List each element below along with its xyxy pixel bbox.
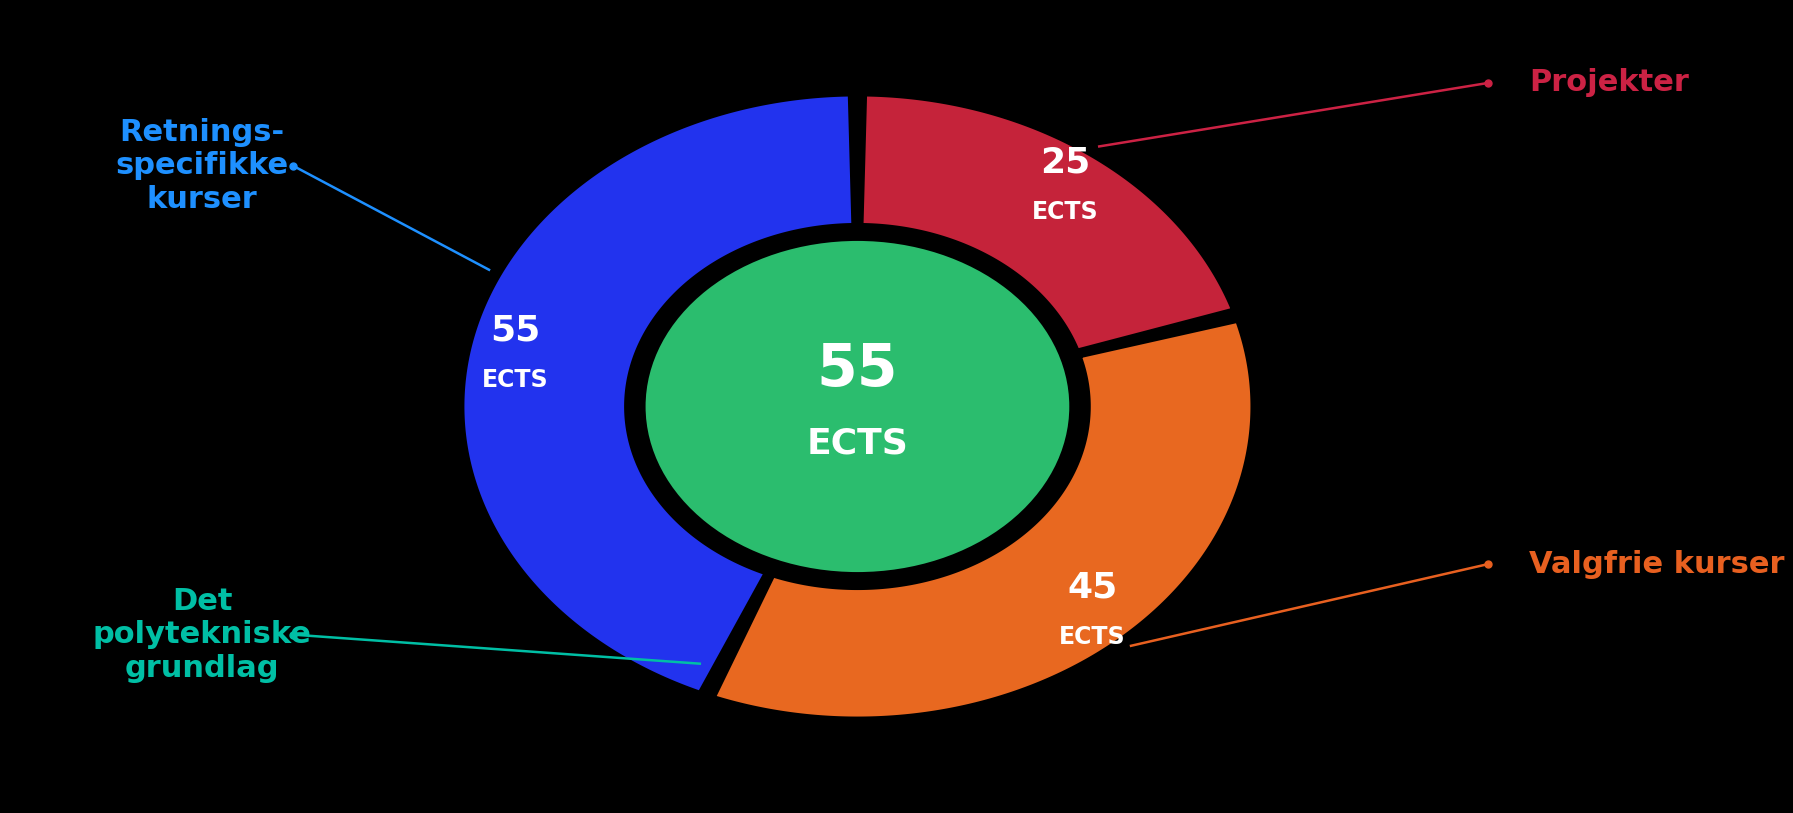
Text: 55: 55 xyxy=(489,313,540,347)
Text: 45: 45 xyxy=(1067,570,1117,604)
Text: Retnings-
specifikke
kurser: Retnings- specifikke kurser xyxy=(115,118,289,214)
Polygon shape xyxy=(463,95,852,692)
Text: ECTS: ECTS xyxy=(1031,200,1097,224)
Text: Projekter: Projekter xyxy=(1529,68,1689,98)
Polygon shape xyxy=(862,95,1232,350)
Text: ECTS: ECTS xyxy=(807,427,909,461)
Polygon shape xyxy=(715,322,1252,718)
Text: Det
polytekniske
grundlag: Det polytekniske grundlag xyxy=(93,586,312,683)
Text: Valgfrie kurser: Valgfrie kurser xyxy=(1529,550,1784,579)
Ellipse shape xyxy=(642,237,1074,576)
Text: ECTS: ECTS xyxy=(1060,625,1126,649)
Text: ECTS: ECTS xyxy=(482,368,549,392)
Text: 25: 25 xyxy=(1040,146,1090,180)
Text: 55: 55 xyxy=(816,341,898,398)
